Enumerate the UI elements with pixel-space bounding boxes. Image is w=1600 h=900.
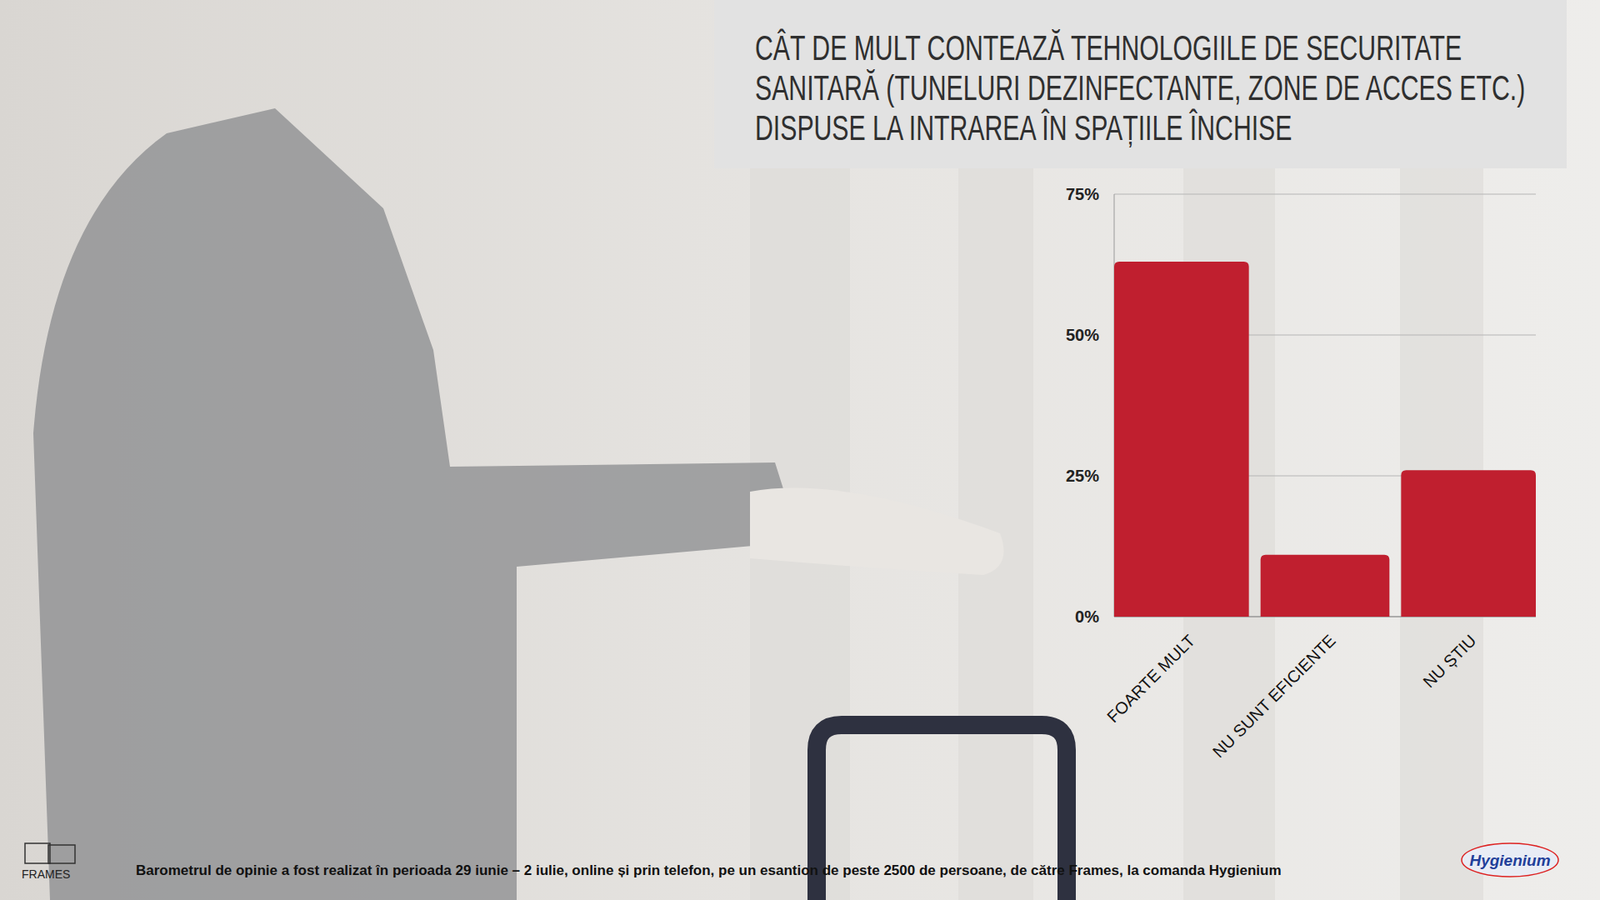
bar (1400, 470, 1536, 617)
logo-frame (25, 843, 50, 864)
logo-badge (1461, 843, 1559, 877)
x-tick-label: NU ȘTIU (1419, 630, 1480, 691)
title-box (714, 0, 1567, 169)
bar (1114, 261, 1250, 617)
title: DISPUSE LA INTRAREA ÎN SPAȚIILE ÎNCHISE (755, 108, 1292, 148)
y-tick-label: 0% (1075, 607, 1100, 626)
y-tick-label: 25% (1065, 466, 1100, 485)
background (0, 0, 1600, 900)
y-tick-label: 75% (1065, 185, 1100, 204)
logo: Hygienium (1469, 851, 1550, 870)
title: CÂT DE MULT CONTEAZĂ TEHNOLOGIILE DE SEC… (755, 28, 1462, 68)
x-tick-label: FOARTE MULT (1103, 630, 1199, 726)
grid-line (1114, 194, 1536, 195)
glove (750, 488, 1005, 575)
bar (1260, 555, 1390, 617)
page: CÂT DE MULT CONTEAZĂ TEHNOLOGIILE DE SEC… (0, 0, 1600, 900)
logo-frame (48, 845, 75, 864)
footer: Barometrul de opinie a fost realizat în … (135, 862, 1282, 879)
y-tick-label: 50% (1065, 325, 1100, 345)
figure (33, 108, 800, 900)
title: SANITARĂ (TUNELURI DEZINFECTANTE, ZONE D… (755, 68, 1525, 108)
title-group: CÂT DE MULT CONTEAZĂ TEHNOLOGIILE DE SEC… (755, 28, 1525, 148)
x-tick-label: NU SUNT EFICIENTE (1209, 630, 1340, 761)
bars (1114, 261, 1536, 617)
logo: FRAMES (21, 867, 70, 881)
